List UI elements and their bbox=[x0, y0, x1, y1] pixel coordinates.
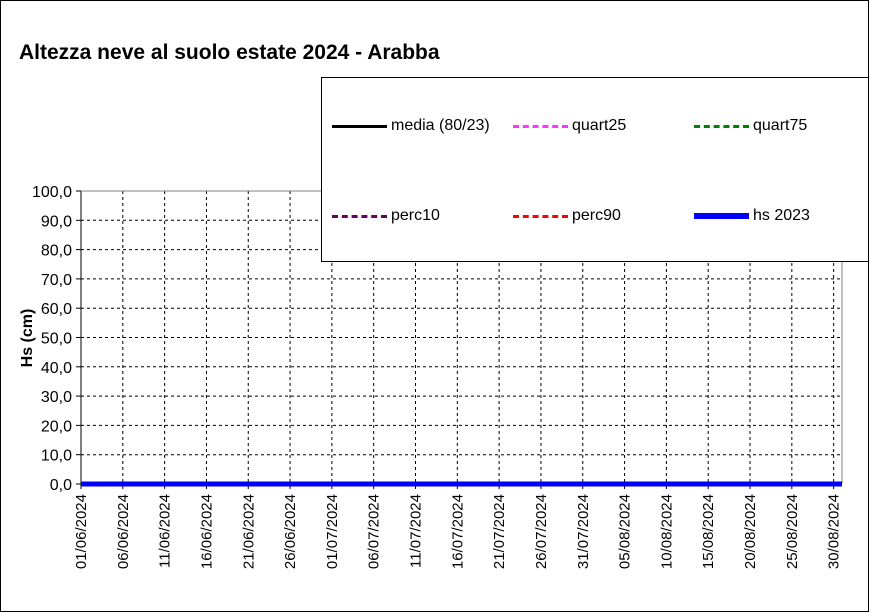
x-tick-label: 01/07/2024 bbox=[324, 494, 341, 569]
legend-swatch bbox=[694, 124, 749, 128]
x-tick-label: 01/06/2024 bbox=[73, 494, 90, 569]
x-tick-label: 31/07/2024 bbox=[575, 494, 592, 569]
x-tick-label: 26/06/2024 bbox=[282, 494, 299, 569]
x-tick-label: 11/06/2024 bbox=[157, 494, 174, 568]
x-tick-label: 10/08/2024 bbox=[658, 494, 675, 569]
legend-swatch bbox=[332, 214, 387, 218]
y-tick-label: 0,0 bbox=[50, 477, 72, 494]
y-tick-label: 70,0 bbox=[41, 272, 72, 289]
x-tick-label: 30/08/2024 bbox=[826, 494, 843, 569]
y-tick-label: 20,0 bbox=[41, 418, 72, 435]
chart-title: Altezza neve al suolo estate 2024 - Arab… bbox=[19, 41, 440, 64]
y-tick-label: 50,0 bbox=[41, 331, 72, 348]
y-axis-label: Hs (cm) bbox=[19, 309, 36, 368]
legend-label: quart75 bbox=[753, 117, 808, 134]
legend-swatch bbox=[332, 124, 387, 128]
x-tick-label: 06/06/2024 bbox=[115, 494, 132, 569]
y-tick-label: 10,0 bbox=[41, 448, 72, 465]
y-tick-label: 80,0 bbox=[41, 243, 72, 260]
y-tick-label: 60,0 bbox=[41, 301, 72, 318]
x-tick-label: 05/08/2024 bbox=[617, 494, 634, 569]
legend-swatch bbox=[513, 124, 568, 128]
legend-label: quart25 bbox=[572, 117, 627, 134]
x-tick-label: 16/06/2024 bbox=[198, 494, 215, 569]
y-tick-label: 40,0 bbox=[41, 360, 72, 377]
x-tick-label: 21/06/2024 bbox=[240, 494, 257, 569]
x-tick-label: 26/07/2024 bbox=[533, 494, 550, 569]
legend-label: hs 2023 bbox=[753, 207, 810, 224]
y-tick-label: 30,0 bbox=[41, 389, 72, 406]
x-tick-label: 25/08/2024 bbox=[784, 494, 801, 569]
legend-swatch bbox=[513, 214, 568, 218]
x-tick-label: 15/08/2024 bbox=[700, 494, 717, 569]
x-tick-label: 11/07/2024 bbox=[408, 494, 425, 568]
legend-label: perc90 bbox=[572, 207, 621, 224]
legend-label: media (80/23) bbox=[391, 117, 490, 134]
y-tick-label: 90,0 bbox=[41, 213, 72, 230]
legend-label: perc10 bbox=[391, 207, 440, 224]
x-tick-label: 06/07/2024 bbox=[366, 494, 383, 569]
x-tick-label: 21/07/2024 bbox=[491, 494, 508, 569]
x-tick-label: 20/08/2024 bbox=[742, 494, 759, 569]
y-tick-label: 100,0 bbox=[32, 184, 72, 201]
chart-legend: media (80/23) quart25 quart75 perc10 perc90 h… bbox=[321, 77, 869, 262]
x-tick-label: 16/07/2024 bbox=[449, 494, 466, 569]
legend-swatch bbox=[694, 213, 749, 219]
